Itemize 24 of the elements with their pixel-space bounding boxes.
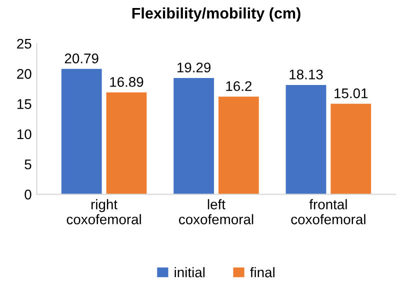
data-label: 15.01 [334, 88, 368, 98]
data-label: 18.13 [290, 70, 323, 80]
data-label: 19.29 [177, 62, 211, 72]
bar [106, 92, 147, 194]
x-tick-label: frontal coxofemoral [291, 199, 366, 224]
data-label: 16.2 [226, 81, 252, 92]
legend-label: final [250, 267, 274, 278]
x-tick-label: right coxofemoral [66, 199, 141, 224]
y-tick-label: 25 [17, 38, 32, 49]
y-tick-label: 15 [17, 99, 32, 109]
bar [286, 84, 326, 194]
y-tick-label: 10 [17, 129, 32, 140]
chart-title: Flexibility/mobility (cm) [132, 7, 300, 22]
y-tick-label: 0 [24, 190, 32, 200]
y-tick-label: 5 [24, 160, 32, 170]
bar [330, 104, 372, 194]
legend-label: initial [174, 267, 205, 278]
data-label: 20.79 [64, 54, 98, 64]
data-label: 16.89 [110, 77, 144, 87]
bar [61, 68, 102, 194]
bar [174, 78, 214, 194]
bar [218, 96, 259, 194]
x-tick-label: left coxofemoral [179, 199, 254, 224]
y-tick-label: 20 [17, 68, 32, 79]
